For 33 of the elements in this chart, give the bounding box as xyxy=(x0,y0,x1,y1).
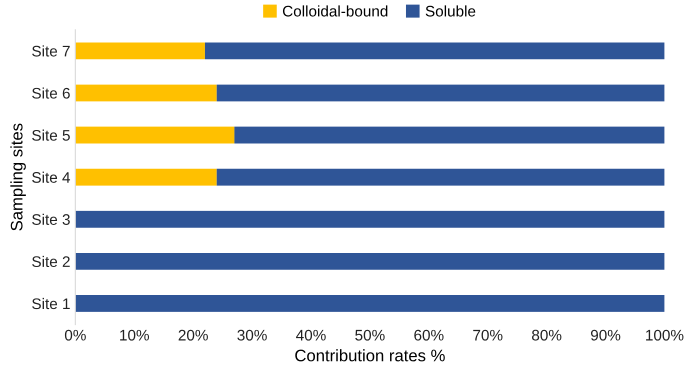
bar xyxy=(75,84,217,102)
y-tick-label: Site 4 xyxy=(32,172,70,183)
y-tick-label: Site 3 xyxy=(32,214,70,225)
x-tick-label: 40% xyxy=(296,330,326,341)
legend-label: Soluble xyxy=(426,5,476,17)
x-tick-label: 0% xyxy=(64,330,86,341)
legend-label: Colloidal-bound xyxy=(282,5,388,17)
bar xyxy=(75,168,217,186)
bar xyxy=(216,168,664,186)
bar xyxy=(75,295,664,312)
bar xyxy=(216,84,664,102)
x-tick-label: 10% xyxy=(120,330,150,341)
x-tick-label: 70% xyxy=(473,330,502,341)
x-tick-label: 90% xyxy=(590,330,620,341)
y-tick-label: Site 6 xyxy=(32,87,70,99)
y-tick-label: Site 1 xyxy=(32,298,70,310)
bar xyxy=(234,126,664,144)
bar xyxy=(75,210,664,228)
x-axis-title: Contribution rates % xyxy=(295,349,445,362)
x-tick-label: 80% xyxy=(532,330,562,341)
x-tick-label: 30% xyxy=(237,330,267,341)
y-tick-label: Site 7 xyxy=(32,45,70,57)
bar xyxy=(204,42,664,60)
x-tick-label: 100% xyxy=(646,330,684,341)
y-tick-label: Site 2 xyxy=(32,256,70,268)
x-tick-label: 20% xyxy=(178,330,208,341)
y-axis-title: Sampling sites xyxy=(10,124,26,231)
bar xyxy=(75,42,205,60)
x-tick-label: 60% xyxy=(414,330,444,341)
y-tick-label: Site 5 xyxy=(32,130,70,141)
bar xyxy=(75,126,234,144)
x-tick-label: 50% xyxy=(355,330,385,341)
bar xyxy=(75,252,664,270)
